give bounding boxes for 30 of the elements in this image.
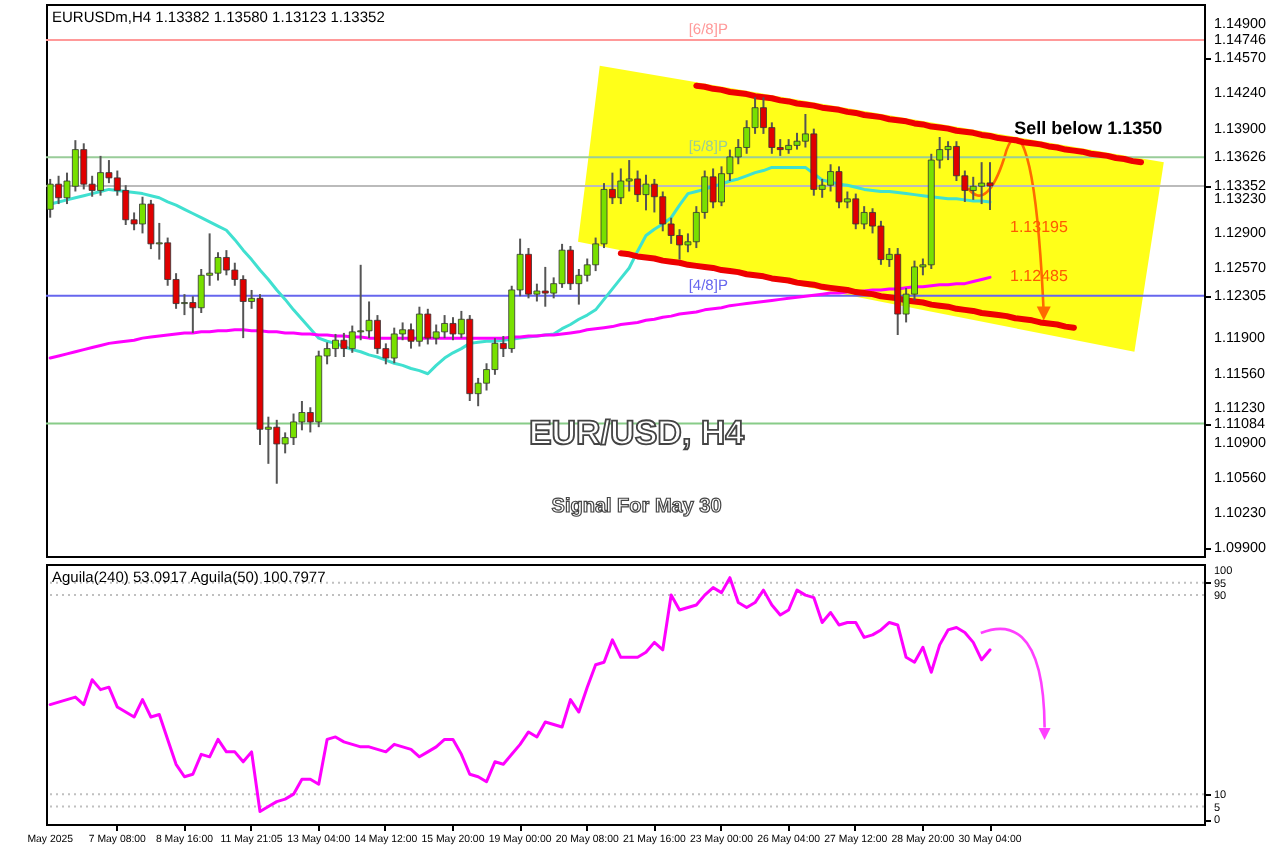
candlestick bbox=[197, 268, 205, 314]
candlestick bbox=[71, 139, 79, 193]
text: Signal For May 30 bbox=[551, 496, 723, 518]
line-series bbox=[617, 250, 1077, 331]
candlestick bbox=[625, 159, 633, 193]
candlestick bbox=[424, 307, 432, 346]
candlestick bbox=[357, 263, 365, 342]
candlestick bbox=[986, 161, 994, 212]
line-series bbox=[48, 165, 992, 376]
candlestick bbox=[348, 324, 356, 354]
candlestick bbox=[390, 326, 398, 365]
candlestick bbox=[449, 316, 457, 342]
candlestick bbox=[617, 167, 625, 206]
candlestick bbox=[80, 142, 88, 191]
candlestick bbox=[860, 205, 868, 231]
candlestick bbox=[642, 173, 650, 212]
candlestick bbox=[709, 167, 717, 210]
candlestick bbox=[541, 265, 549, 308]
candlestick bbox=[46, 177, 54, 219]
candlestick bbox=[659, 190, 667, 233]
candlestick bbox=[239, 274, 247, 340]
text: EUR/USD, H4 bbox=[528, 414, 746, 452]
candlestick bbox=[969, 175, 977, 201]
candlestick bbox=[340, 331, 348, 358]
candlestick bbox=[852, 192, 860, 231]
candlestick bbox=[122, 184, 130, 227]
candlestick bbox=[978, 161, 986, 206]
candlestick bbox=[273, 418, 281, 485]
candlestick bbox=[835, 165, 843, 210]
annotation: Sell below 1.1350 bbox=[1014, 117, 1163, 138]
